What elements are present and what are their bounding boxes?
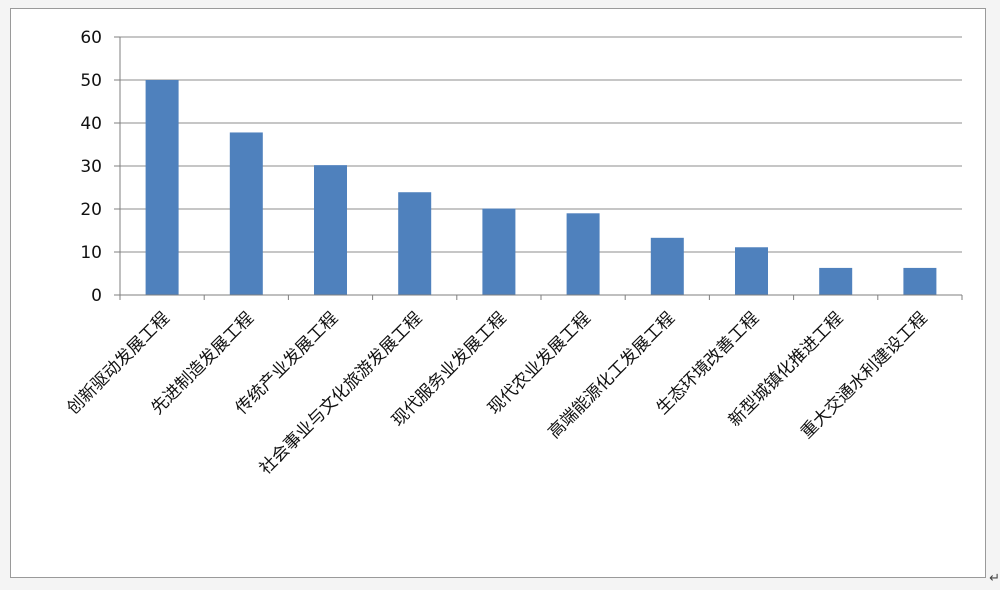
bar (903, 267, 937, 295)
return-arrow-icon: ↵ (989, 571, 1000, 586)
bar (650, 237, 684, 295)
y-tick-label: 0 (91, 286, 102, 306)
y-tick-label: 60 (80, 28, 102, 48)
y-tick-label: 20 (80, 200, 102, 220)
bar (819, 267, 853, 295)
y-tick-label: 30 (80, 157, 102, 177)
y-tick-label: 10 (80, 243, 102, 263)
bar (229, 132, 263, 295)
bar (398, 192, 432, 295)
bar (145, 80, 179, 295)
bars (145, 80, 937, 295)
bar (314, 165, 347, 295)
category-label: 社会事业与文化旅游发展工程 (256, 308, 426, 478)
axes (114, 36, 963, 300)
bar (482, 208, 516, 295)
y-tick-label: 40 (80, 114, 102, 134)
bar (566, 213, 600, 295)
y-tick-label: 50 (80, 71, 102, 91)
y-tick-labels: 0 10 20 30 40 50 60 (80, 28, 102, 306)
bar (735, 247, 768, 295)
category-labels: 创新驱动发展工程先进制造发展工程传统产业发展工程社会事业与文化旅游发展工程现代服… (63, 308, 931, 478)
